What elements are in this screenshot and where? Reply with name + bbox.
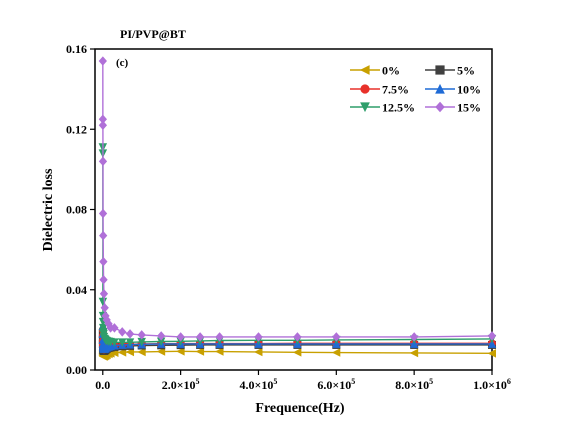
data-point: [118, 327, 127, 337]
data-point: [487, 349, 497, 358]
data-point: [110, 323, 119, 333]
x-tick-label: 0.0: [95, 378, 110, 392]
legend-label: 5%: [457, 64, 475, 78]
x-tick-label-base: 4.0×10: [240, 378, 274, 392]
legend-marker: [360, 84, 370, 94]
x-tick-label-exponent: 5: [273, 377, 277, 386]
data-point: [125, 338, 135, 347]
x-tick-label-exponent: 5: [196, 377, 200, 386]
plot-border: [94, 48, 493, 371]
legend-marker: [359, 65, 370, 75]
series-line: [102, 147, 493, 344]
legend-label: 15%: [457, 101, 481, 115]
series-15-: [98, 56, 497, 342]
y-tick-label: 0.00: [66, 363, 87, 377]
data-point: [254, 332, 263, 342]
data-point: [410, 332, 419, 342]
data-point: [409, 348, 419, 358]
legend-item: 7.5%: [350, 83, 409, 97]
legend-item: 0%: [350, 64, 400, 78]
data-point: [195, 347, 205, 356]
data-point: [137, 330, 146, 340]
data-point: [487, 331, 497, 341]
data-point: [156, 347, 166, 356]
data-point: [99, 275, 108, 285]
legend-item: 12.5%: [350, 101, 415, 115]
data-point: [100, 303, 109, 313]
legend-label: 12.5%: [382, 101, 415, 115]
series-12-5-: [98, 143, 497, 347]
data-point: [332, 332, 341, 342]
series-line: [102, 61, 493, 338]
x-tick-label: 1.0×106: [473, 377, 511, 392]
x-axis-title: Frequence(Hz): [255, 401, 344, 416]
data-point: [125, 329, 135, 339]
data-point: [487, 339, 497, 348]
x-tick-label-exponent: 5: [351, 377, 355, 386]
legend-marker: [435, 65, 445, 75]
plot-frame: [94, 48, 493, 371]
x-tick-label: 4.0×105: [240, 377, 278, 392]
legend-item: 15%: [425, 101, 481, 115]
legend-marker: [435, 101, 445, 113]
data-point: [293, 332, 302, 342]
data-point: [117, 338, 127, 347]
x-tick-label-base: 8.0×10: [395, 378, 429, 392]
legend-label: 10%: [457, 83, 481, 97]
y-axis-title: Dielectric loss: [41, 168, 56, 251]
panel-label: (c): [116, 57, 129, 69]
data-point: [99, 230, 108, 241]
data-point: [137, 347, 146, 357]
data-point: [215, 332, 224, 342]
data-point: [98, 208, 108, 219]
legend-label: 7.5%: [382, 83, 409, 97]
y-tick-label: 0.12: [66, 122, 87, 136]
x-axis: 0.0 2.0×105 4.0×105 6.0×105 8.0×105 1.0×106: [95, 370, 511, 392]
data-point: [99, 256, 108, 267]
x-tick-label-base: 6.0×10: [317, 378, 351, 392]
y-tick-label: 0.16: [66, 42, 87, 56]
x-tick-label-base: 2.0×10: [162, 378, 196, 392]
y-axis: 0.00 0.04 0.08 0.12 0.16: [66, 42, 95, 377]
x-tick-label-exponent: 6: [507, 377, 511, 386]
data-point: [157, 331, 166, 341]
legend-marker: [435, 83, 445, 94]
data-point: [215, 347, 224, 356]
x-tick-label: 2.0×105: [162, 377, 200, 392]
data-point: [195, 332, 205, 342]
legend-marker: [360, 102, 370, 113]
legend: 0% 5% 7.5% 10% 12.5% 15%: [350, 64, 481, 115]
y-tick-label: 0.08: [66, 203, 87, 217]
data-point: [98, 56, 107, 66]
data-point: [292, 348, 302, 357]
data-point: [99, 289, 109, 299]
legend-label: 0%: [382, 64, 400, 78]
x-tick-label-exponent: 5: [429, 377, 433, 386]
x-tick-label: 8.0×105: [395, 377, 433, 392]
data-point: [176, 332, 185, 342]
data-point: [117, 348, 127, 357]
data-point: [253, 347, 263, 357]
data-point: [125, 347, 135, 357]
data-point: [98, 323, 108, 333]
data-point: [110, 338, 119, 347]
x-tick-label: 6.0×105: [317, 377, 355, 392]
x-tick-label-base: 1.0×10: [473, 378, 507, 392]
chart-title: PI/PVP@BT: [120, 27, 186, 41]
series-layer: [98, 56, 497, 361]
x-tick-label-base: 0.0: [95, 378, 110, 392]
data-point: [98, 156, 108, 167]
y-tick-label: 0.04: [66, 283, 87, 297]
legend-item: 10%: [425, 83, 481, 97]
data-point: [176, 347, 185, 356]
data-point: [98, 120, 108, 130]
data-point: [331, 348, 341, 357]
legend-item: 5%: [425, 64, 475, 78]
